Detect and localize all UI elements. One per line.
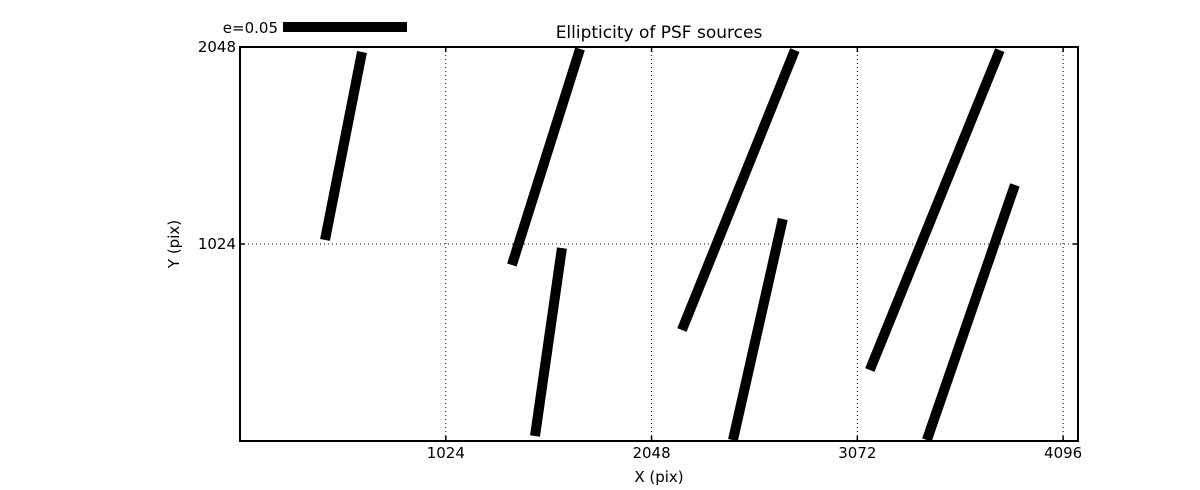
legend-label: e=0.05 bbox=[222, 19, 278, 37]
axes-frame bbox=[239, 46, 1079, 442]
ellipticity-whisker bbox=[922, 183, 1020, 441]
chart-title: Ellipticity of PSF sources bbox=[555, 23, 763, 43]
ellipticity-whisker bbox=[320, 51, 367, 241]
x-axis-label: X (pix) bbox=[634, 468, 684, 486]
x-tick-label: 2048 bbox=[632, 444, 671, 462]
x-tick-label: 4096 bbox=[1044, 444, 1083, 462]
ellipticity-whisker bbox=[530, 247, 567, 437]
y-tick-label: 2048 bbox=[197, 38, 236, 56]
y-tick-label: 1024 bbox=[197, 235, 236, 253]
ellipticity-whisker bbox=[728, 217, 788, 441]
ellipticity-whisker bbox=[865, 48, 1005, 372]
ellipticity-whisker bbox=[507, 47, 585, 267]
x-tick-label: 1024 bbox=[426, 444, 465, 462]
ellipticity-whisker bbox=[677, 48, 800, 332]
x-tick-label: 3072 bbox=[838, 444, 877, 462]
